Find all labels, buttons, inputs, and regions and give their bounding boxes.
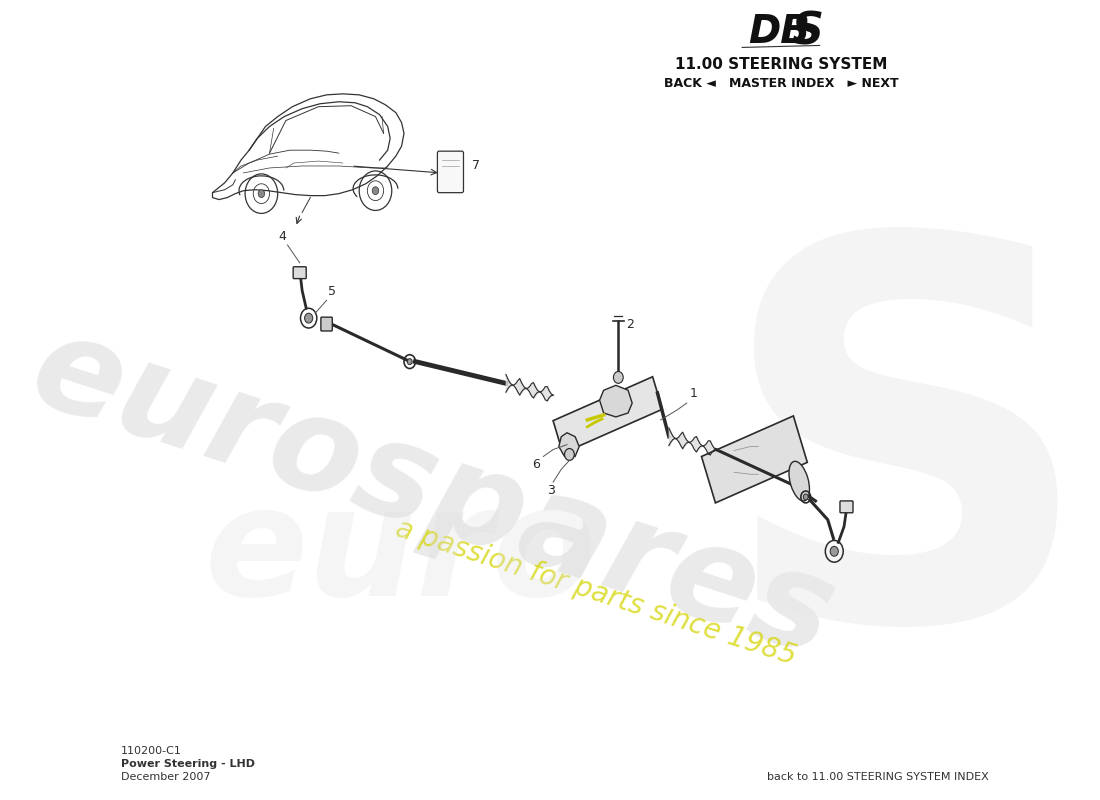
Circle shape	[564, 449, 574, 461]
Circle shape	[372, 186, 378, 194]
Text: back to 11.00 STEERING SYSTEM INDEX: back to 11.00 STEERING SYSTEM INDEX	[767, 771, 988, 782]
Text: a passion for parts since 1985: a passion for parts since 1985	[392, 514, 800, 671]
Text: 110200-C1: 110200-C1	[121, 746, 183, 756]
Text: 2: 2	[627, 318, 635, 331]
Circle shape	[407, 358, 412, 365]
Polygon shape	[553, 377, 662, 453]
Text: S: S	[791, 10, 824, 53]
Text: euro: euro	[205, 478, 597, 628]
Text: DB: DB	[748, 13, 810, 50]
Text: eurospares: eurospares	[16, 305, 849, 683]
Ellipse shape	[789, 462, 810, 501]
Text: December 2007: December 2007	[121, 771, 211, 782]
Circle shape	[258, 190, 265, 198]
FancyBboxPatch shape	[840, 501, 852, 513]
Text: 1: 1	[690, 387, 697, 400]
Text: BACK ◄   MASTER INDEX   ► NEXT: BACK ◄ MASTER INDEX ► NEXT	[664, 78, 899, 90]
Text: 5: 5	[328, 286, 337, 298]
Text: S: S	[715, 218, 1096, 730]
Circle shape	[830, 546, 838, 556]
Text: 7: 7	[472, 159, 480, 173]
Polygon shape	[600, 386, 632, 417]
FancyBboxPatch shape	[294, 266, 306, 278]
Circle shape	[803, 494, 808, 500]
FancyBboxPatch shape	[438, 151, 463, 193]
Text: Power Steering - LHD: Power Steering - LHD	[121, 758, 255, 769]
Circle shape	[305, 313, 312, 323]
Text: 6: 6	[532, 458, 540, 471]
Polygon shape	[559, 433, 580, 457]
Text: 11.00 STEERING SYSTEM: 11.00 STEERING SYSTEM	[675, 57, 888, 72]
Text: 3: 3	[547, 484, 554, 497]
Text: 4: 4	[278, 230, 287, 243]
FancyBboxPatch shape	[321, 317, 332, 331]
Polygon shape	[702, 416, 807, 503]
Circle shape	[614, 371, 624, 383]
